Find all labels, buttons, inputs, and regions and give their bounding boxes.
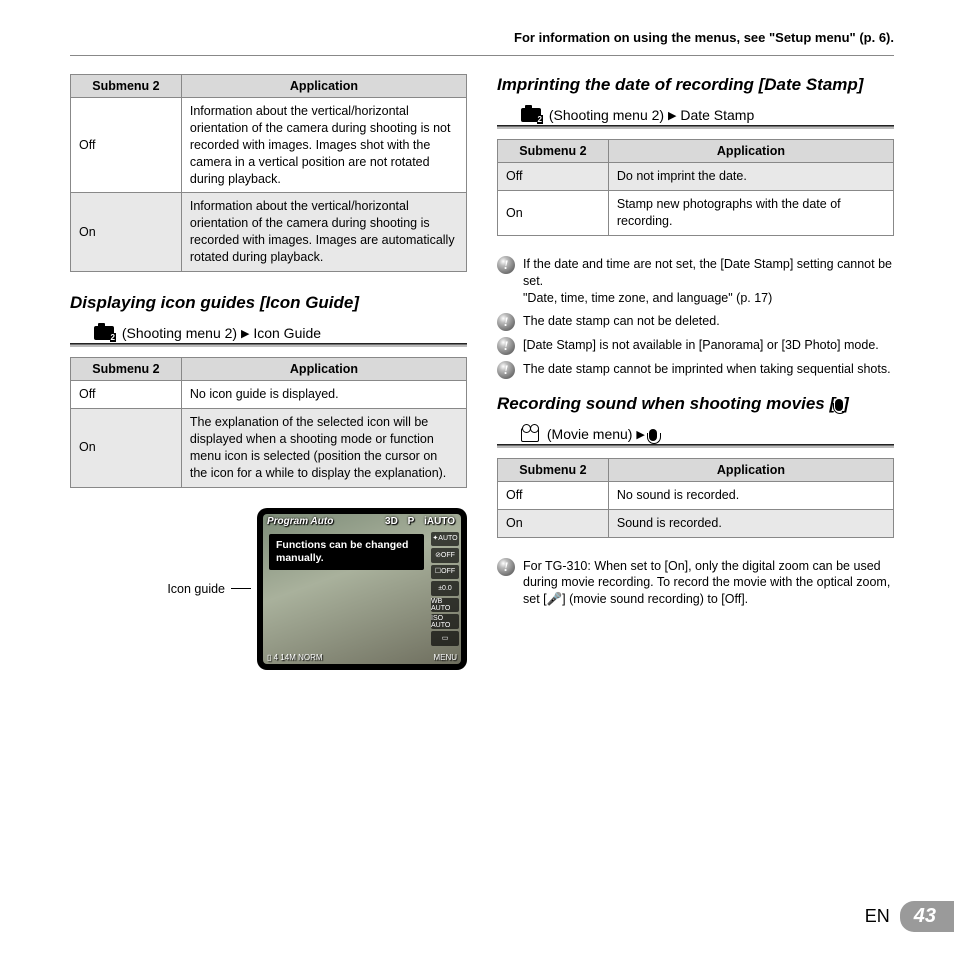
crumb-text: (Movie menu) [547,426,633,442]
cell-label: Off [498,163,609,191]
cell-app: Information about the vertical/horizonta… [181,98,466,193]
note-text: The date stamp can not be deleted. [523,313,720,331]
microphone-icon [835,399,843,411]
leader-line [231,588,251,589]
cell-label: On [498,191,609,236]
table-row: Off No sound is recorded. [498,481,894,509]
camera-icon: 2 [94,326,114,340]
icon-guide-figure: Icon guide Program Auto 3D P iAUTO Funct… [70,508,467,670]
cell-app: Stamp new photographs with the date of r… [608,191,893,236]
notes-block: ! For TG-310: When set to [On], only the … [497,558,894,609]
crumb-tail: Icon Guide [253,325,321,341]
lcd-right-strip: ✦AUTO ⊘OFF ☐OFF ±0.0 WB AUTO ISO AUTO ▭ [431,532,459,646]
table-row: Off Information about the vertical/horiz… [71,98,467,193]
note-item: ! [Date Stamp] is not available in [Panor… [497,337,894,355]
cell-label: Off [498,481,609,509]
col-header: Submenu 2 [71,358,182,381]
lcd-tooltip: Functions can be changed manually. [269,534,424,570]
cell-app: The explanation of the selected icon wil… [181,409,466,488]
note-text: The date stamp cannot be imprinted when … [523,361,891,379]
page-number: 43 [900,901,954,932]
col-header: Submenu 2 [71,75,182,98]
table-row: On Sound is recorded. [498,509,894,537]
note-text: [Date Stamp] is not available in [Panora… [523,337,879,355]
cell-label: Off [71,381,182,409]
col-header: Application [181,75,466,98]
orientation-table: Submenu 2 Application Off Information ab… [70,74,467,272]
two-column-layout: Submenu 2 Application Off Information ab… [70,74,894,670]
crumb-text: (Shooting menu 2) [549,107,664,123]
chevron-right-icon: ▶ [636,429,644,441]
cell-app: Do not imprint the date. [608,163,893,191]
chevron-right-icon: ▶ [668,110,676,122]
language-label: EN [865,906,890,927]
note-item: ! The date stamp can not be deleted. [497,313,894,331]
table-row: Off No icon guide is displayed. [71,381,467,409]
movie-icon [521,428,539,442]
note-item: ! For TG-310: When set to [On], only the … [497,558,894,609]
cell-label: On [498,509,609,537]
exclamation-icon: ! [497,256,515,274]
movie-sound-table: Submenu 2 Application Off No sound is re… [497,458,894,538]
col-header: Application [608,140,893,163]
manual-page: For information on using the menus, see … [0,0,954,954]
page-footer: EN 43 [865,901,954,932]
icon-guide-table: Submenu 2 Application Off No icon guide … [70,357,467,487]
section-heading-date-stamp: Imprinting the date of recording [Date S… [497,74,894,95]
table-row: On Information about the vertical/horizo… [71,193,467,272]
date-stamp-table: Submenu 2 Application Off Do not imprint… [497,139,894,236]
lcd-bottom-bar: ▯ 4 14M NORM MENU [267,653,457,662]
note-item: ! The date stamp cannot be imprinted when… [497,361,894,379]
camera-icon: 2 [521,108,541,122]
breadcrumb: 2 (Shooting menu 2) ▶ Icon Guide [70,321,467,347]
breadcrumb: 2 (Shooting menu 2) ▶ Date Stamp [497,103,894,129]
exclamation-icon: ! [497,361,515,379]
table-row: On The explanation of the selected icon … [71,409,467,488]
exclamation-icon: ! [497,337,515,355]
lcd-mode-icons: 3D P iAUTO [380,516,457,527]
left-column: Submenu 2 Application Off Information ab… [70,74,467,670]
cell-label: On [71,193,182,272]
crumb-text: (Shooting menu 2) [122,325,237,341]
table-row: On Stamp new photographs with the date o… [498,191,894,236]
cell-label: Off [71,98,182,193]
cell-label: On [71,409,182,488]
page-header: For information on using the menus, see … [70,30,894,56]
note-item: ! If the date and time are not set, the [… [497,256,894,307]
lcd-top-bar: Program Auto 3D P iAUTO [267,516,457,527]
exclamation-icon: ! [497,558,515,576]
right-column: Imprinting the date of recording [Date S… [497,74,894,670]
crumb-tail: Date Stamp [680,107,754,123]
section-heading-icon-guide: Displaying icon guides [Icon Guide] [70,292,467,313]
cell-app: Information about the vertical/horizonta… [181,193,466,272]
lcd-screen: Program Auto 3D P iAUTO Functions can be… [263,514,461,664]
section-heading-movie-sound: Recording sound when shooting movies [] [497,393,894,414]
notes-block: ! If the date and time are not set, the [… [497,256,894,379]
col-header: Submenu 2 [498,458,609,481]
col-header: Application [181,358,466,381]
cell-app: No sound is recorded. [608,481,893,509]
microphone-icon [649,429,657,441]
exclamation-icon: ! [497,313,515,331]
cell-app: No icon guide is displayed. [181,381,466,409]
note-text: If the date and time are not set, the [D… [523,256,894,307]
lcd-mode-title: Program Auto [267,516,333,527]
breadcrumb: (Movie menu) ▶ [497,422,894,448]
camera-lcd-mock: Program Auto 3D P iAUTO Functions can be… [257,508,467,670]
figure-label: Icon guide [167,582,225,596]
note-text: For TG-310: When set to [On], only the d… [523,558,894,609]
table-row: Off Do not imprint the date. [498,163,894,191]
col-header: Submenu 2 [498,140,609,163]
chevron-right-icon: ▶ [241,328,249,340]
col-header: Application [608,458,893,481]
cell-app: Sound is recorded. [608,509,893,537]
